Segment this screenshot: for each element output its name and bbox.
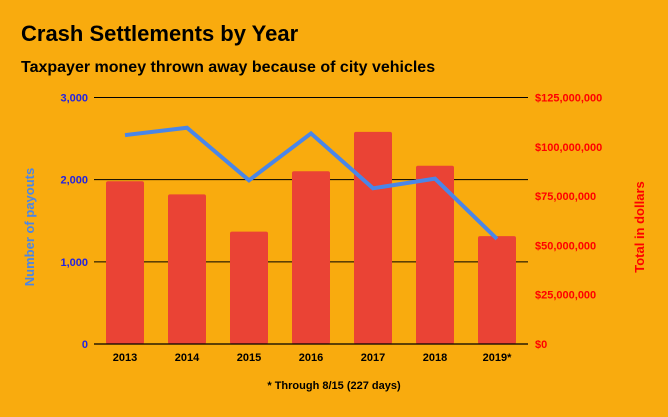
left-tick-label: 0 [82, 339, 88, 351]
x-tick-label: 2017 [361, 352, 385, 364]
left-tick-label: 1,000 [60, 257, 88, 269]
right-tick-label: $75,000,000 [535, 191, 596, 203]
x-tick-label: 2018 [423, 352, 447, 364]
footnote: * Through 8/15 (227 days) [267, 380, 401, 392]
left-axis-title: Number of payouts [22, 168, 37, 286]
right-tick-label: $25,000,000 [535, 290, 596, 302]
x-tick-label: 2013 [113, 352, 137, 364]
x-tick-label: 2014 [175, 352, 200, 364]
bar [230, 231, 268, 344]
right-tick-label: $0 [535, 339, 547, 351]
right-axis-title: Total in dollars [632, 181, 647, 273]
right-tick-label: $100,000,000 [535, 142, 602, 154]
bar [292, 171, 330, 344]
left-tick-label: 2,000 [60, 175, 88, 187]
x-tick-label: 2015 [237, 352, 261, 364]
left-tick-label: 3,000 [60, 93, 88, 105]
chart-title: Crash Settlements by Year [21, 21, 299, 46]
right-tick-label: $50,000,000 [535, 240, 596, 252]
bar [354, 131, 392, 344]
right-tick-label: $125,000,000 [535, 93, 602, 105]
bar [478, 236, 516, 344]
bar [168, 194, 206, 344]
bar [416, 165, 454, 344]
bar [106, 181, 144, 344]
chart-subtitle: Taxpayer money thrown away because of ci… [21, 59, 436, 76]
x-tick-label: 2019* [483, 352, 512, 364]
x-tick-label: 2016 [299, 352, 323, 364]
